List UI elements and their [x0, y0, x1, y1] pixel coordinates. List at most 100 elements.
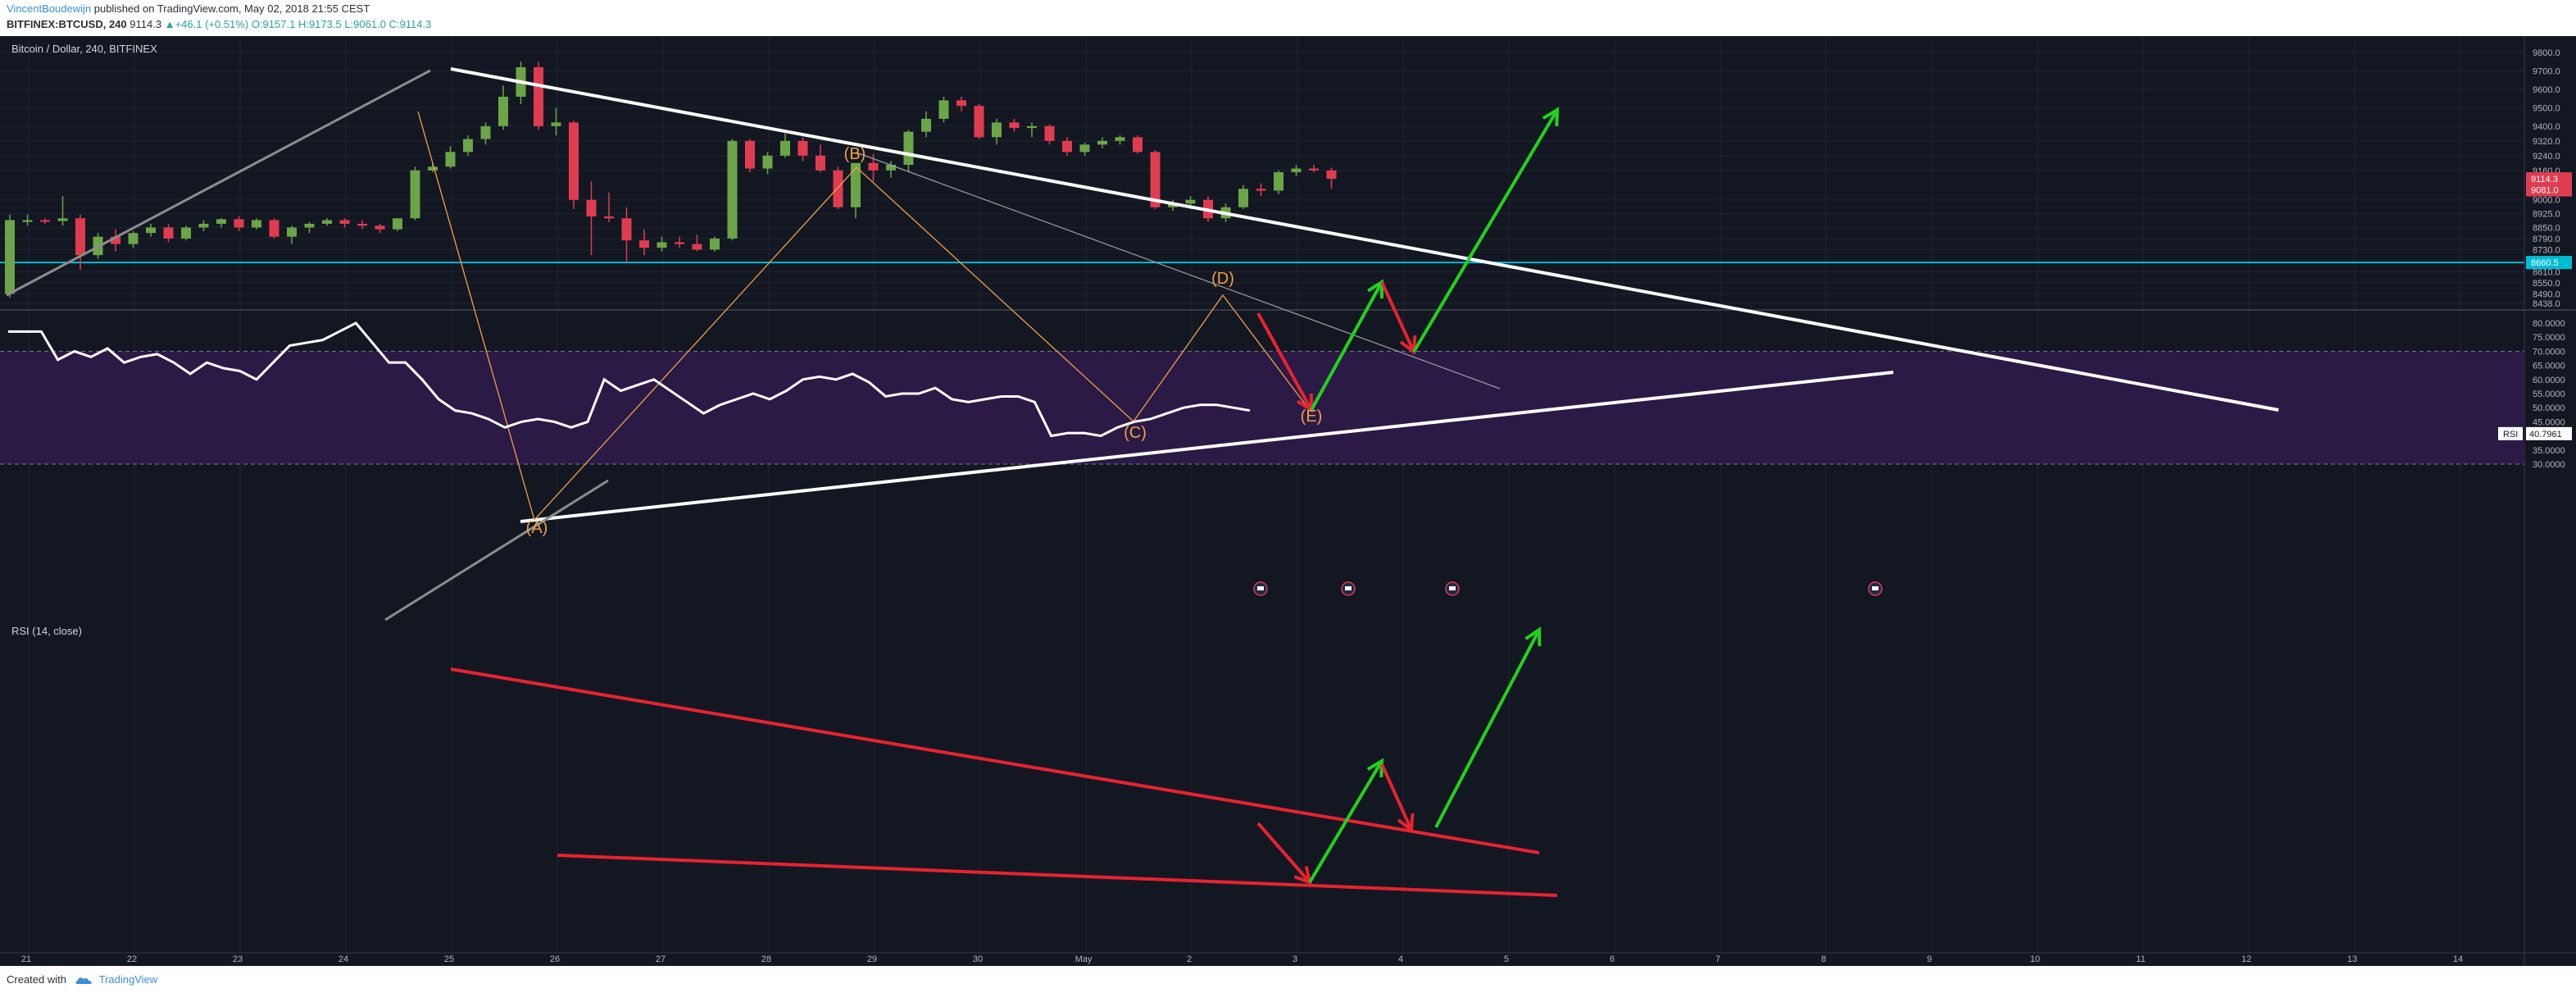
author-link[interactable]: VincentBoudewijn	[7, 2, 92, 15]
time-tick-label: 7	[1715, 954, 1720, 964]
upper-trendline[interactable]	[450, 67, 2279, 412]
time-tick-label: 13	[2347, 954, 2357, 964]
rsi-tick-label: 55.0000	[2533, 389, 2565, 399]
candle-body	[604, 216, 614, 219]
candle-body	[816, 155, 825, 171]
candle-body	[1168, 203, 1178, 207]
footer: Created with TradingView	[0, 966, 2576, 993]
candle-body	[22, 220, 33, 222]
candle-body	[198, 223, 209, 228]
candle-body	[75, 218, 85, 256]
candle-body	[234, 219, 244, 228]
candle-body	[745, 140, 755, 169]
time-tick-label: 5	[1504, 954, 1509, 964]
chart-svg[interactable]: 9800.09700.09600.09500.09400.09320.09240…	[0, 36, 2576, 966]
candle-body	[797, 140, 808, 156]
candle-body	[938, 100, 949, 119]
time-tick-label: 28	[761, 954, 771, 964]
candle-body	[903, 131, 914, 166]
candle-body	[111, 236, 120, 244]
price-tick-label: 8490.0	[2533, 289, 2560, 299]
current-price-tag: 9114.3	[2531, 175, 2558, 184]
candle-body	[586, 199, 597, 216]
created-with-label: Created with	[7, 973, 66, 986]
time-tick-label: 23	[233, 954, 243, 964]
ohlc-close: C:9114.3	[388, 18, 432, 30]
main-arrow-down-2[interactable]	[1380, 281, 1415, 353]
candle-body	[1079, 144, 1090, 153]
rsi-tick-label: 50.0000	[2533, 403, 2565, 413]
rsi-tick-label: 75.0000	[2533, 333, 2565, 343]
time-tick-label: 14	[2453, 954, 2463, 964]
main-arrow-up-1[interactable]	[1310, 281, 1383, 411]
candle-body	[974, 106, 984, 138]
candle-body	[322, 220, 332, 224]
rsi-arrow-up-1[interactable]	[1308, 759, 1383, 884]
rsi-name-tag: RSI	[2503, 430, 2518, 440]
price-tick-label: 9500.0	[2533, 103, 2560, 113]
symbol-line: BITFINEX:BTCUSD, 240 9114.3 ▲+46.1 (+0.5…	[7, 18, 431, 30]
candle-body	[710, 238, 720, 250]
wave-label: (D)	[1211, 270, 1234, 288]
time-tick-label: 10	[2030, 954, 2040, 964]
candle-body	[621, 218, 632, 241]
current-price-tag-bg	[2526, 172, 2572, 186]
bd-extension-line[interactable]	[856, 152, 1501, 389]
time-tick-label: 2	[1187, 954, 1192, 964]
ohlc-low: L:9061.0	[344, 18, 386, 30]
publish-line: VincentBoudewijn published on TradingVie…	[7, 2, 370, 15]
rsi-upper-trendline[interactable]	[450, 667, 1540, 854]
candle-body	[428, 166, 438, 171]
main-arrow-down-1[interactable]	[1256, 312, 1313, 411]
candle-body	[1097, 140, 1107, 145]
candle-body	[5, 220, 15, 294]
main-arrow-up-2[interactable]	[1412, 108, 1559, 353]
rsi-arrow-down-1[interactable]	[1256, 822, 1311, 884]
candle-body	[1150, 152, 1161, 207]
price-tick-label: 8610.0	[2533, 267, 2560, 277]
rsi-arrow-up-2[interactable]	[1434, 629, 1541, 828]
lower-trendline[interactable]	[520, 371, 1894, 523]
support-price-tag-bg	[2526, 256, 2572, 270]
candle-body	[1027, 125, 1037, 129]
candle-body	[780, 140, 790, 156]
time-tick-label: 11	[2136, 954, 2145, 964]
candle-body	[534, 66, 543, 126]
rsi-pane-title: RSI (14, close)	[11, 625, 82, 637]
rsi-band	[0, 351, 2524, 464]
rsi-value-tag: 40.7961	[2529, 430, 2562, 440]
time-tick-label: 26	[550, 954, 560, 964]
candle-body	[57, 218, 68, 221]
publish-info: published on TradingView.com, May 02, 20…	[91, 2, 370, 15]
candle-body	[357, 223, 367, 226]
grid-lines	[0, 36, 2576, 966]
event-flag-stripe	[1872, 586, 1879, 590]
channel-upper-line[interactable]	[6, 69, 431, 297]
time-tick-label: 4	[1398, 954, 1403, 964]
time-tick-label: 3	[1293, 954, 1297, 964]
candle-body	[1256, 189, 1266, 191]
candle-body	[569, 122, 579, 200]
channel-lower-line[interactable]	[384, 479, 609, 622]
drawings[interactable]	[6, 67, 2279, 897]
candle-body	[252, 220, 261, 228]
rsi-arrow-down-2[interactable]	[1380, 763, 1413, 831]
tradingview-link[interactable]: TradingView	[98, 973, 158, 986]
ohlc-high: H:9173.5	[298, 18, 342, 30]
rsi-value-tag-bg	[2526, 426, 2572, 440]
chart-canvas[interactable]: 9800.0 9700.0 9600.0 9500.0 9400.0 9320.0 9240…	[0, 36, 2576, 966]
axes: 9800.09700.09600.09500.09400.09320.09240…	[21, 48, 2565, 964]
rsi-lower-trendline[interactable]	[557, 854, 1558, 897]
time-tick-label: 29	[867, 954, 877, 964]
time-tick-label: 27	[656, 954, 666, 964]
wave-label: (C)	[1124, 424, 1147, 442]
candle-body	[692, 244, 702, 250]
chart-header: VincentBoudewijn published on TradingVie…	[0, 0, 2576, 36]
price-tick-label: 9320.0	[2533, 137, 2560, 147]
candle-body	[1115, 137, 1125, 141]
wave-label: (A)	[526, 519, 548, 537]
candle-body	[498, 96, 508, 126]
event-markers[interactable]	[1253, 581, 1883, 596]
candle-body	[762, 155, 773, 169]
candle-body	[181, 227, 191, 239]
